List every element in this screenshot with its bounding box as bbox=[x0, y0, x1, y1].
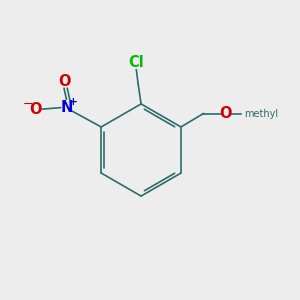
Text: methyl: methyl bbox=[244, 109, 278, 118]
Text: +: + bbox=[69, 97, 78, 107]
Text: −: − bbox=[22, 98, 33, 111]
Text: N: N bbox=[61, 100, 73, 115]
Text: Cl: Cl bbox=[129, 56, 145, 70]
Text: O: O bbox=[58, 74, 70, 89]
Text: O: O bbox=[29, 102, 42, 117]
Text: O: O bbox=[219, 106, 232, 121]
